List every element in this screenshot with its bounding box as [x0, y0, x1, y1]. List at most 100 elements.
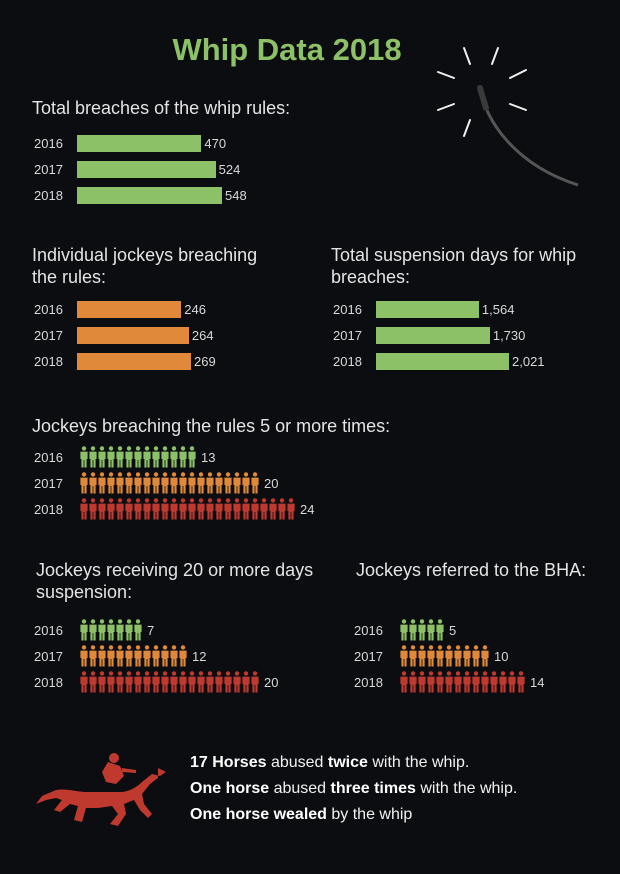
- year-label: 2018: [354, 675, 383, 690]
- section-title-referred-bha: Jockeys referred to the BHA:: [356, 560, 587, 580]
- person-icon: [179, 671, 187, 693]
- year-label: 2016: [354, 623, 383, 638]
- section-title-suspension-days: Total suspension days for whip breaches:: [331, 244, 576, 288]
- person-icon: [400, 645, 408, 667]
- year-label: 2016: [34, 450, 63, 465]
- person-icon: [409, 671, 417, 693]
- person-icon: [445, 671, 453, 693]
- year-label: 2017: [34, 162, 63, 177]
- person-icon: [98, 671, 106, 693]
- value-label: 1,730: [492, 328, 526, 343]
- person-icon: [125, 446, 133, 468]
- person-icon: [98, 472, 106, 494]
- person-icon: [80, 498, 88, 520]
- person-icon: [224, 498, 232, 520]
- person-icon: [161, 472, 169, 494]
- person-icon: [490, 671, 498, 693]
- person-icon: [427, 671, 435, 693]
- person-icon: [445, 645, 453, 667]
- person-icon: [170, 472, 178, 494]
- person-icon: [233, 498, 241, 520]
- person-icon: [125, 472, 133, 494]
- person-icon-group: [80, 671, 259, 693]
- person-icon: [454, 671, 462, 693]
- value-label: 5: [449, 623, 457, 638]
- value-label: 24: [300, 502, 315, 517]
- person-icon: [116, 498, 124, 520]
- footer-line-3: One horse wealed by the whip: [190, 802, 517, 828]
- person-icon: [107, 645, 115, 667]
- person-icon: [134, 472, 142, 494]
- person-icon: [134, 498, 142, 520]
- value-label: 246: [184, 302, 206, 317]
- person-icon: [116, 671, 124, 693]
- year-label: 2018: [333, 354, 362, 369]
- person-icon: [418, 671, 426, 693]
- value-label: 20: [264, 476, 279, 491]
- person-icon: [418, 645, 426, 667]
- person-icon: [152, 645, 160, 667]
- person-icon: [179, 645, 187, 667]
- person-icon: [454, 645, 462, 667]
- person-icon: [170, 645, 178, 667]
- whip-icon: [437, 47, 579, 187]
- person-icon: [98, 645, 106, 667]
- year-label: 2018: [34, 188, 63, 203]
- person-icon: [472, 671, 480, 693]
- person-icon: [134, 446, 142, 468]
- person-icon: [188, 498, 196, 520]
- value-label: 10: [494, 649, 509, 664]
- person-icon: [206, 498, 214, 520]
- person-icon: [80, 645, 88, 667]
- year-label: 2017: [34, 328, 63, 343]
- person-icon-group: [80, 619, 142, 641]
- person-icon: [517, 671, 525, 693]
- chart-bar: [77, 135, 202, 152]
- person-icon: [197, 671, 205, 693]
- person-icon: [98, 446, 106, 468]
- person-icon: [125, 671, 133, 693]
- person-icon: [143, 671, 151, 693]
- person-icon: [508, 671, 516, 693]
- person-icon: [152, 446, 160, 468]
- person-icon: [161, 446, 169, 468]
- person-icon: [206, 472, 214, 494]
- footer-line-1: 17 Horses abused twice with the whip.: [190, 750, 517, 776]
- person-icon: [233, 671, 241, 693]
- person-icon: [107, 671, 115, 693]
- person-icon: [269, 498, 277, 520]
- person-icon: [98, 498, 106, 520]
- year-label: 2017: [34, 476, 63, 491]
- person-icon: [107, 472, 115, 494]
- person-icon: [89, 498, 97, 520]
- person-icon: [197, 472, 205, 494]
- value-label: 470: [204, 136, 227, 151]
- person-icon: [134, 671, 142, 693]
- person-icon: [427, 645, 435, 667]
- person-icon: [188, 446, 196, 468]
- person-icon: [116, 472, 124, 494]
- footer-bold: 17 Horses: [190, 754, 267, 771]
- person-icon: [409, 645, 417, 667]
- person-icon: [242, 498, 250, 520]
- footer-notes: 17 Horses abused twice with the whip. On…: [190, 750, 517, 828]
- year-label: 2016: [34, 302, 63, 317]
- year-label: 2016: [34, 623, 63, 638]
- year-label: 2018: [34, 354, 63, 369]
- person-icon: [224, 671, 232, 693]
- footer-bold: One horse: [190, 780, 270, 797]
- person-icon: [152, 472, 160, 494]
- person-icon: [161, 498, 169, 520]
- person-icon: [251, 671, 259, 693]
- person-icon: [481, 671, 489, 693]
- person-icon: [179, 498, 187, 520]
- person-icon: [125, 619, 133, 641]
- person-icon: [427, 619, 435, 641]
- year-label: 2017: [34, 649, 63, 664]
- person-icon: [418, 619, 426, 641]
- chart-bar: [376, 301, 479, 318]
- year-label: 2018: [34, 675, 63, 690]
- chart-bar: [77, 187, 222, 204]
- section-title-individual-jockeys: Individual jockeys breaching the rules:: [32, 244, 257, 288]
- person-icon: [170, 671, 178, 693]
